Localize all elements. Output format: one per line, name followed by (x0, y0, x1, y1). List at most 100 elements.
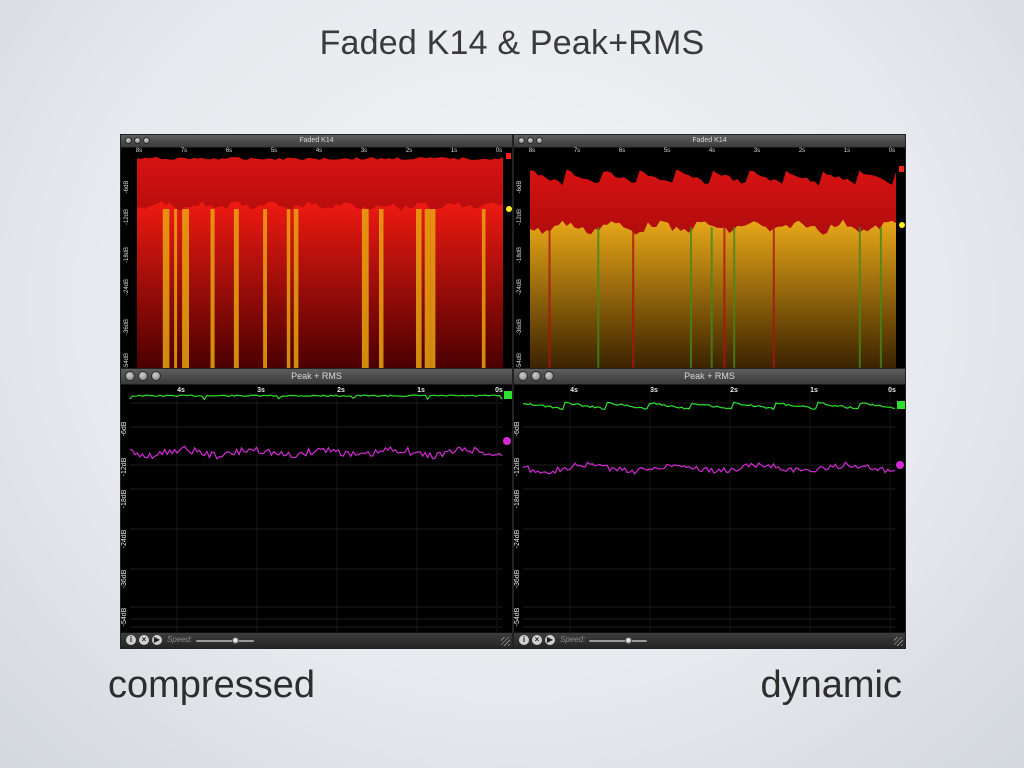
play-icon[interactable]: ▶ (545, 635, 555, 645)
time-tick-label: 8s (529, 148, 535, 154)
streak (416, 209, 422, 369)
time-tick-label: 0s (496, 148, 502, 154)
window-close-icon[interactable] (518, 137, 525, 144)
time-tick-label: 2s (406, 148, 412, 154)
window-minimize-icon[interactable] (531, 371, 541, 381)
db-tick-label: -18dB (124, 247, 130, 263)
db-tick-label: -18dB (517, 247, 523, 263)
peak-rms-window-dynamic: Peak + RMS 4s 3s 2s 1s 0s -6dB -12dB -18dB -24dB… (513, 368, 906, 649)
window-title: Faded K14 (299, 137, 334, 144)
time-tick-label: 2s (799, 148, 805, 154)
db-tick-label: -12dB (121, 457, 128, 476)
window-title: Peak + RMS (291, 371, 342, 381)
time-tick-label: 0s (495, 387, 503, 394)
window-titlebar[interactable]: Peak + RMS (514, 369, 905, 385)
window-minimize-icon[interactable] (138, 371, 148, 381)
peak-trace (129, 394, 503, 401)
resize-grip-icon[interactable] (501, 637, 510, 646)
db-tick-label: -6dB (124, 181, 130, 194)
streak (481, 209, 486, 369)
speed-slider-knob[interactable] (232, 637, 240, 644)
db-tick-label: -6dB (121, 421, 128, 436)
time-tick-label: 3s (257, 387, 265, 394)
streak (879, 227, 882, 369)
streak (597, 227, 600, 369)
peak-marker (897, 401, 905, 409)
db-tick-label: -36dB (514, 569, 521, 588)
time-tick-label: 4s (177, 387, 185, 394)
streak (690, 227, 692, 369)
window-zoom-icon[interactable] (544, 371, 554, 381)
window-close-icon[interactable] (518, 371, 528, 381)
time-tick-label: 7s (574, 148, 580, 154)
db-tick-label: -24dB (124, 279, 130, 295)
time-tick-label: 6s (226, 148, 232, 154)
streak (286, 209, 291, 369)
window-titlebar[interactable]: Faded K14 (121, 135, 512, 148)
info-icon[interactable]: i (126, 635, 136, 645)
db-tick-label: -24dB (514, 529, 521, 548)
caption-compressed: compressed (108, 664, 315, 706)
db-tick-label: -12dB (124, 209, 130, 225)
rms-area (137, 201, 503, 369)
streak (182, 209, 189, 369)
time-tick-label: 2s (337, 387, 345, 394)
window-titlebar[interactable]: Faded K14 (514, 135, 905, 148)
time-tick-label: 7s (181, 148, 187, 154)
speed-label: Speed: (560, 635, 586, 644)
peak-rms-window-compressed: Peak + RMS 4s 3s 2s 1s 0s -6dB -12dB -18dB -24dB… (120, 368, 513, 649)
window-titlebar[interactable]: Peak + RMS (121, 369, 512, 385)
time-tick-label: 2s (730, 387, 738, 394)
time-tick-label: 4s (709, 148, 715, 154)
window-minimize-icon[interactable] (527, 137, 534, 144)
time-tick-label: 3s (754, 148, 760, 154)
streak (632, 227, 635, 369)
rms-area (530, 219, 896, 369)
window-zoom-icon[interactable] (143, 137, 150, 144)
speed-slider-track[interactable] (196, 640, 254, 642)
time-tick-label: 3s (361, 148, 367, 154)
db-tick-label: -6dB (517, 181, 523, 194)
db-tick-label: -12dB (514, 457, 521, 476)
peak-marker (506, 153, 511, 159)
peak-marker (899, 166, 904, 172)
streak (293, 209, 299, 369)
streak (772, 227, 775, 369)
close-icon[interactable]: × (532, 635, 542, 645)
streak (723, 227, 726, 369)
window-minimize-icon[interactable] (134, 137, 141, 144)
close-icon[interactable]: × (139, 635, 149, 645)
db-tick-label: -6dB (514, 421, 521, 436)
statusbar: i × ▶ Speed: (514, 632, 905, 648)
window-title: Peak + RMS (684, 371, 735, 381)
speed-slider-knob[interactable] (625, 637, 633, 644)
time-tick-label: 0s (889, 148, 895, 154)
time-tick-label: 8s (136, 148, 142, 154)
slide-title: Faded K14 & Peak+RMS (319, 24, 705, 62)
streak (710, 227, 713, 369)
window-close-icon[interactable] (125, 371, 135, 381)
window-close-icon[interactable] (125, 137, 132, 144)
play-icon[interactable]: ▶ (152, 635, 162, 645)
speed-slider-track[interactable] (589, 640, 647, 642)
streak (548, 227, 551, 369)
time-tick-label: 1s (844, 148, 850, 154)
time-tick-label: 6s (619, 148, 625, 154)
rms-trace (522, 461, 896, 475)
streak (733, 227, 736, 369)
info-icon[interactable]: i (519, 635, 529, 645)
time-tick-label: 4s (316, 148, 322, 154)
time-tick-label: 5s (271, 148, 277, 154)
window-zoom-icon[interactable] (151, 371, 161, 381)
db-tick-label: -18dB (514, 489, 521, 508)
streak (162, 209, 170, 369)
peak-rms-meter-dynamic: 4s 3s 2s 1s 0s -6dB -12dB -18dB -24dB -36dB -54dB (514, 387, 905, 633)
resize-grip-icon[interactable] (894, 637, 903, 646)
window-zoom-icon[interactable] (536, 137, 543, 144)
rms-marker (503, 437, 511, 445)
db-tick-label: -24dB (517, 279, 523, 295)
db-tick-label: -36dB (121, 569, 128, 588)
db-tick-label: -12dB (517, 209, 523, 225)
time-tick-label: 0s (888, 387, 896, 394)
speed-label: Speed: (167, 635, 193, 644)
